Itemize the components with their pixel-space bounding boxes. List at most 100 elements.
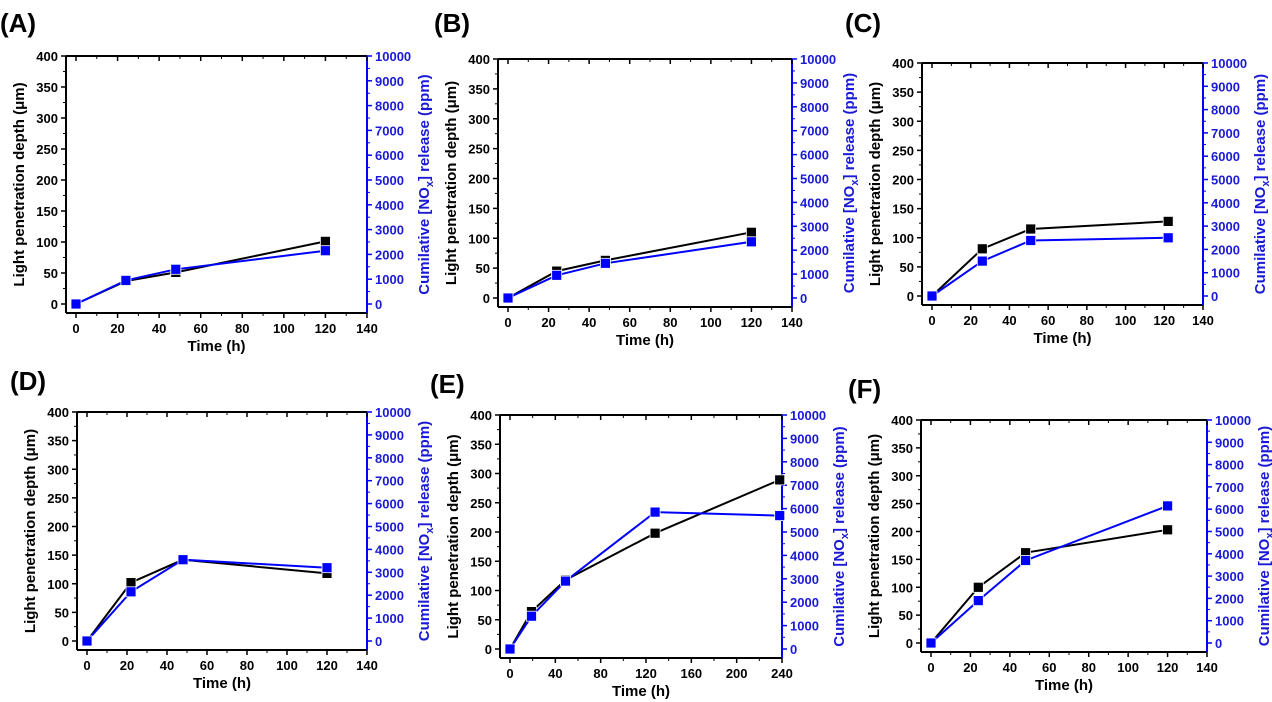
data-point-depth xyxy=(649,527,661,539)
x-tick-label: 100 xyxy=(1115,313,1137,328)
y-tick-label-right: 6000 xyxy=(1211,149,1240,164)
y-tick-label-left: 350 xyxy=(36,80,58,95)
data-point-nox xyxy=(551,269,563,281)
series-line-nox xyxy=(75,249,326,305)
x-tick-label: 20 xyxy=(110,321,124,336)
panel-c: (C) 0 20 40 60 80 100 120 140 Time (h) 0 50 100 150 20… xyxy=(845,8,1272,347)
y-tick-label-right: 8000 xyxy=(1215,458,1244,473)
x-tick-label: 140 xyxy=(1192,313,1214,328)
data-point-nox xyxy=(70,298,82,310)
y-tick-label-right: 7000 xyxy=(375,123,404,138)
y-tick-label-left: 50 xyxy=(478,613,492,628)
y-tick-label-right: 6000 xyxy=(375,148,404,163)
y-axis-title-right: Cumilative [NOx] release (ppm) xyxy=(1256,426,1272,646)
y-tick-label-left: 200 xyxy=(470,525,492,540)
y-tick-label-right: 3000 xyxy=(375,223,404,238)
y-tick-label-right: 2000 xyxy=(1215,591,1244,606)
y-tick-label-left: 0 xyxy=(485,642,492,657)
y-tick-label-left: 100 xyxy=(892,231,914,246)
x-tick-label: 120 xyxy=(1157,660,1179,675)
x-axis-title: Time (h) xyxy=(612,683,670,700)
y-tick-label-right: 3000 xyxy=(375,565,404,580)
y-tick-label-left: 200 xyxy=(892,173,914,188)
x-tick-label: 120 xyxy=(741,315,763,330)
y-tick-label-left: 350 xyxy=(468,82,490,97)
series-line-nox xyxy=(930,504,1168,644)
y-tick-label-left: 300 xyxy=(47,462,69,477)
data-point-nox xyxy=(600,257,611,269)
y-tick-label-right: 0 xyxy=(375,297,382,312)
y-tick-label-right: 5000 xyxy=(790,525,819,540)
y-tick-label-left: 350 xyxy=(470,437,492,452)
panel-b: (B) 0 20 40 60 80 100 120 140 Time (h) 0 50 100 150 20… xyxy=(434,8,861,349)
y-axis-title-right-part: ] release (ppm) xyxy=(416,421,433,528)
y-tick-label-right: 8000 xyxy=(790,455,819,470)
data-point-nox xyxy=(319,245,331,257)
x-tick-label: 60 xyxy=(622,315,636,330)
y-tick-label-left: 100 xyxy=(470,584,492,599)
y-tick-label-left: 50 xyxy=(44,266,58,281)
x-tick-label: 200 xyxy=(726,666,748,681)
y-tick-label-right: 0 xyxy=(375,634,382,649)
x-tick-label: 120 xyxy=(635,666,657,681)
y-tick-label-left: 0 xyxy=(906,636,913,651)
y-axis-title-right: Cumilative [NOx] release (ppm) xyxy=(1252,74,1272,294)
y-axis-title-right: Cumilative [NOx] release (ppm) xyxy=(416,74,436,294)
x-tick-label: 140 xyxy=(1196,660,1218,675)
y-tick-label-right: 1000 xyxy=(1215,614,1244,629)
y-tick-label-right: 7000 xyxy=(800,124,829,139)
y-tick-label-right: 9000 xyxy=(375,428,404,443)
y-tick-label-left: 200 xyxy=(468,172,490,187)
y-tick-label-right: 3000 xyxy=(1211,219,1240,234)
y-tick-label-right: 4000 xyxy=(375,198,404,213)
y-tick-label-left: 50 xyxy=(55,605,69,620)
data-point-nox xyxy=(774,510,786,522)
data-point-nox xyxy=(746,236,757,248)
y-tick-label-left: 100 xyxy=(47,577,69,592)
y-tick-label-right: 1000 xyxy=(790,619,819,634)
y-tick-label-left: 350 xyxy=(891,441,913,456)
y-tick-label-left: 350 xyxy=(47,434,69,449)
y-axis-title-right-subscript: x xyxy=(1260,180,1272,187)
data-point-depth xyxy=(125,577,137,588)
y-axis-title-left: Light penetration depth (μm) xyxy=(443,81,460,285)
y-axis-title-left: Light penetration depth (μm) xyxy=(11,82,28,286)
x-tick-label: 0 xyxy=(83,658,90,673)
y-tick-label-left: 100 xyxy=(36,235,58,250)
data-point-depth xyxy=(976,243,988,255)
y-tick-label-right: 4000 xyxy=(1215,547,1244,562)
y-tick-label-right: 2000 xyxy=(1211,242,1240,257)
x-axis-title: Time (h) xyxy=(187,338,245,355)
x-axis-title: Time (h) xyxy=(616,332,674,349)
x-tick-label: 60 xyxy=(1042,660,1056,675)
y-tick-label-right: 5000 xyxy=(1215,525,1244,540)
y-tick-label-left: 0 xyxy=(483,291,490,306)
y-axis-title-right-subscript: x xyxy=(424,180,436,187)
x-tick-label: 160 xyxy=(680,666,702,681)
data-point-nox xyxy=(321,562,333,574)
y-tick-label-left: 200 xyxy=(891,525,913,540)
x-tick-label: 0 xyxy=(928,313,935,328)
x-tick-label: 40 xyxy=(548,666,562,681)
y-tick-label-right: 9000 xyxy=(800,76,829,91)
series-line-nox xyxy=(86,558,328,642)
y-tick-label-right: 3000 xyxy=(1215,569,1244,584)
y-tick-label-right: 7000 xyxy=(1211,126,1240,141)
y-tick-label-right: 5000 xyxy=(800,172,829,187)
y-axis-title-right: Cumilative [NOx] release (ppm) xyxy=(831,426,851,646)
x-tick-label: 100 xyxy=(700,315,722,330)
y-tick-label-left: 300 xyxy=(891,469,913,484)
y-axis-title-right-part: ] release (ppm) xyxy=(416,74,433,181)
data-point-nox xyxy=(1162,232,1174,244)
y-axis-title-right-subscript: x xyxy=(839,532,851,539)
data-point-depth xyxy=(319,235,331,247)
y-tick-label-left: 150 xyxy=(470,554,492,569)
y-tick-label-left: 0 xyxy=(62,634,69,649)
panel-label: (B) xyxy=(434,8,470,38)
y-tick-label-right: 3000 xyxy=(800,219,829,234)
x-axis-title: Time (h) xyxy=(193,675,251,692)
y-tick-label-left: 50 xyxy=(899,608,913,623)
y-tick-label-left: 150 xyxy=(468,201,490,216)
data-point-depth xyxy=(1025,223,1037,235)
